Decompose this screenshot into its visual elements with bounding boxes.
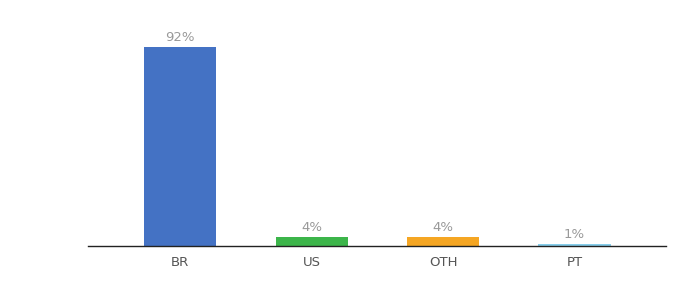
- Text: 1%: 1%: [564, 228, 585, 241]
- Bar: [144, 47, 216, 246]
- Text: 4%: 4%: [301, 221, 322, 234]
- Bar: [539, 244, 611, 246]
- Bar: [407, 237, 479, 246]
- Text: 4%: 4%: [432, 221, 454, 234]
- Bar: [275, 237, 348, 246]
- Text: 92%: 92%: [166, 31, 195, 44]
